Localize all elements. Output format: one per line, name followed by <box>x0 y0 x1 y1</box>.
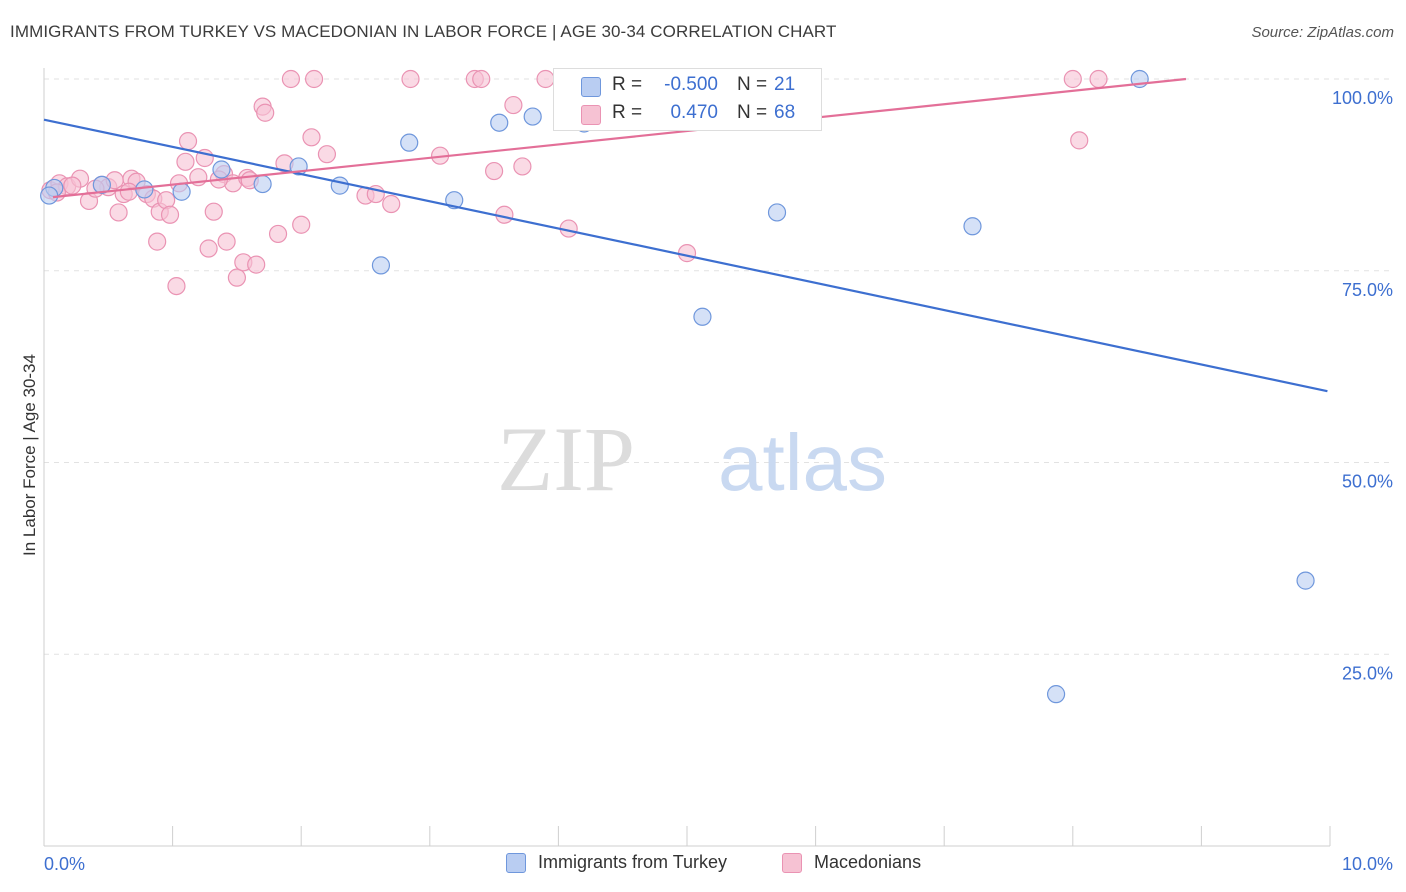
turkey-point <box>523 107 542 126</box>
macedonians-point <box>256 103 275 122</box>
macedonians-point <box>227 268 246 287</box>
watermark: ZIP atlas <box>497 408 887 510</box>
turkey-point <box>172 182 191 201</box>
r-label: R = <box>612 74 643 95</box>
macedonians-swatch <box>581 105 601 125</box>
watermark-zip: ZIP <box>497 408 635 510</box>
x-tick-label: 0.0% <box>44 854 85 874</box>
macedonians-point <box>167 276 186 296</box>
turkey-swatch <box>581 77 601 97</box>
grid-lines <box>44 78 1394 655</box>
macedonians-point <box>317 145 337 164</box>
stats-row-turkey: R = -0.500 N = 21 <box>554 72 821 100</box>
macedonians-point <box>119 182 138 201</box>
turkey-point <box>767 203 787 222</box>
macedonians-point <box>485 161 504 181</box>
turkey-point <box>1046 685 1066 704</box>
legend: Immigrants from Turkey Macedonians <box>0 850 1406 880</box>
n-label: N = <box>737 102 768 123</box>
turkey-point <box>371 256 391 275</box>
source-label: Source: ZipAtlas.com <box>1251 24 1394 41</box>
turkey-point <box>693 307 712 326</box>
turkey-point <box>490 113 509 132</box>
legend-item-turkey[interactable]: Immigrants from Turkey <box>506 852 727 873</box>
macedonians-point <box>1070 131 1089 150</box>
axes <box>43 68 1331 847</box>
turkey-points <box>40 69 1315 704</box>
macedonians-point <box>677 244 697 263</box>
y-tick-label: 100.0% <box>1332 88 1393 108</box>
legend-label: Immigrants from Turkey <box>538 852 728 872</box>
stats-row-macedonians: R = 0.470 N = 68 <box>554 100 821 128</box>
macedonians-point <box>199 239 218 258</box>
macedonians-point <box>178 132 198 151</box>
turkey-trend-line <box>43 118 1328 393</box>
n-value: 68 <box>774 102 796 123</box>
turkey-point <box>400 133 419 152</box>
macedonians-swatch <box>782 852 802 873</box>
macedonians-point <box>472 69 491 89</box>
macedonians-point <box>176 152 195 171</box>
macedonians-point <box>1089 69 1108 89</box>
macedonians-point <box>204 202 223 221</box>
legend-label: Macedonians <box>814 852 922 872</box>
macedonians-point <box>304 69 324 89</box>
macedonians-point <box>63 176 82 195</box>
macedonians-point <box>109 203 128 222</box>
r-label: R = <box>612 102 643 123</box>
turkey-point <box>330 176 349 195</box>
macedonians-point <box>401 69 420 89</box>
trend-lines <box>43 77 1328 393</box>
r-value: -0.500 <box>664 74 718 95</box>
turkey-point <box>253 174 272 194</box>
y-tick-label: 25.0% <box>1342 663 1393 683</box>
watermark-atlas: atlas <box>718 418 887 507</box>
turkey-point <box>40 186 59 205</box>
macedonians-point <box>302 128 321 147</box>
macedonians-point <box>1063 69 1082 89</box>
macedonians-point <box>247 255 266 274</box>
turkey-point <box>963 217 982 236</box>
macedonians-point <box>217 232 236 251</box>
macedonians-point <box>504 95 523 115</box>
turkey-point <box>1296 571 1315 590</box>
r-value: 0.470 <box>670 102 718 123</box>
macedonians-point <box>382 194 401 214</box>
macedonians-point <box>513 157 532 176</box>
chart-title: IMMIGRANTS FROM TURKEY VS MACEDONIAN IN … <box>10 22 837 41</box>
x-tick-label: 10.0% <box>1342 854 1393 874</box>
turkey-point <box>135 180 154 199</box>
tick-labels: 25.0% 50.0% 75.0% 100.0% 0.0% 10.0% <box>44 88 1393 874</box>
y-axis-label: In Labor Force | Age 30-34 <box>20 354 39 556</box>
n-value: 21 <box>774 74 796 95</box>
stats-legend: R = -0.500 N = 21 R = 0.470 N = 68 <box>553 68 822 131</box>
turkey-swatch <box>506 852 526 873</box>
macedonians-point <box>281 69 301 89</box>
n-label: N = <box>737 74 768 95</box>
y-tick-label: 50.0% <box>1342 472 1393 492</box>
turkey-point <box>92 175 111 194</box>
macedonians-point <box>292 215 311 234</box>
macedonians-trend-line <box>52 77 1187 199</box>
macedonians-point <box>268 224 288 244</box>
macedonians-point <box>148 232 167 251</box>
y-tick-label: 75.0% <box>1342 280 1393 300</box>
macedonians-point <box>160 205 180 224</box>
legend-item-macedonians[interactable]: Macedonians <box>782 852 921 873</box>
macedonians-point <box>536 69 555 89</box>
turkey-point <box>212 160 231 179</box>
